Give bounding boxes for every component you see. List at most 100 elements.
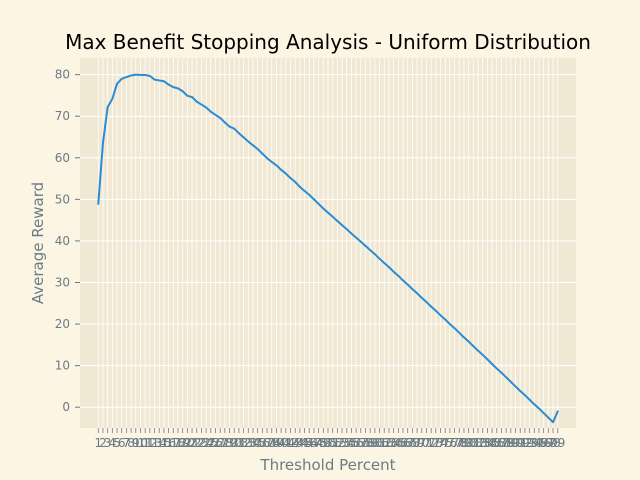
chart-title: Max Benefit Stopping Analysis - Uniform … [65, 30, 591, 54]
x-tick-label: 64 [386, 436, 401, 450]
x-tick-label: 28 [217, 436, 232, 450]
x-tick-label: 67 [400, 436, 415, 450]
x-tick-label: 47 [306, 436, 321, 450]
x-tick-label: 57 [353, 436, 368, 450]
y-tick-label: 30 [55, 275, 70, 289]
x-tick-label: 27 [213, 436, 228, 450]
x-tick-label: 11 [138, 436, 153, 450]
x-tick-label: 33 [241, 436, 256, 450]
x-tick-label: 93 [522, 436, 537, 450]
x-tick-label: 82 [470, 436, 485, 450]
x-tick-label: 25 [203, 436, 218, 450]
x-tick-label: 96 [536, 436, 551, 450]
x-tick-label: 34 [245, 436, 260, 450]
x-tick-label: 42 [283, 436, 298, 450]
x-tick-label: 83 [475, 436, 490, 450]
x-tick-label: 68 [405, 436, 420, 450]
y-tick-label: 60 [55, 151, 70, 165]
x-tick-label: 16 [161, 436, 176, 450]
x-tick-label: 8 [127, 436, 135, 450]
y-tick-label: 50 [55, 192, 70, 206]
x-tick-label: 17 [166, 436, 181, 450]
x-tick-label: 37 [259, 436, 274, 450]
x-tick-label: 60 [367, 436, 382, 450]
x-tick-label: 89 [503, 436, 518, 450]
y-tick-label: 80 [55, 68, 70, 82]
x-tick-label: 65 [391, 436, 406, 450]
x-tick-label: 22 [189, 436, 204, 450]
x-tick-label: 70 [414, 436, 429, 450]
x-axis-ticks: 1234567891011121314151617181920212223242… [94, 428, 565, 450]
y-tick-label: 20 [55, 317, 70, 331]
x-tick-label: 91 [513, 436, 528, 450]
x-tick-label: 19 [175, 436, 190, 450]
x-tick-label: 12 [142, 436, 157, 450]
y-axis-label: Average Reward [29, 182, 47, 304]
x-tick-label: 39 [269, 436, 284, 450]
x-tick-label: 15 [156, 436, 171, 450]
x-tick-label: 95 [531, 436, 546, 450]
x-tick-label: 41 [278, 436, 293, 450]
x-tick-label: 74 [433, 436, 448, 450]
x-tick-label: 79 [456, 436, 471, 450]
x-tick-label: 10 [133, 436, 148, 450]
x-tick-label: 73 [428, 436, 443, 450]
series-layer [97, 73, 559, 424]
x-tick-label: 38 [264, 436, 279, 450]
x-tick-label: 9 [132, 436, 140, 450]
x-tick-label: 54 [339, 436, 354, 450]
x-tick-label: 98 [545, 436, 560, 450]
x-tick-label: 36 [255, 436, 270, 450]
y-tick-label: 10 [55, 359, 70, 373]
x-tick-label: 1 [94, 436, 102, 450]
x-tick-label: 48 [311, 436, 326, 450]
x-tick-label: 76 [442, 436, 457, 450]
x-tick-label: 21 [184, 436, 199, 450]
x-tick-label: 59 [363, 436, 378, 450]
x-tick-label: 55 [344, 436, 359, 450]
x-tick-label: 2 [99, 436, 107, 450]
x-tick-label: 44 [292, 436, 307, 450]
x-tick-label: 24 [198, 436, 213, 450]
x-tick-label: 62 [377, 436, 392, 450]
x-tick-label: 56 [348, 436, 363, 450]
x-tick-label: 7 [123, 436, 131, 450]
x-tick-label: 14 [152, 436, 167, 450]
x-tick-label: 58 [358, 436, 373, 450]
x-tick-label: 85 [484, 436, 499, 450]
x-tick-label: 23 [194, 436, 209, 450]
x-gridlines [97, 58, 559, 428]
x-tick-label: 45 [297, 436, 312, 450]
x-tick-label: 88 [499, 436, 514, 450]
x-tick-label: 32 [236, 436, 251, 450]
x-axis-label: Threshold Percent [259, 456, 395, 474]
x-tick-label: 53 [334, 436, 349, 450]
x-tick-label: 66 [395, 436, 410, 450]
x-tick-label: 40 [273, 436, 288, 450]
x-tick-label: 20 [180, 436, 195, 450]
x-tick-label: 81 [466, 436, 481, 450]
x-tick-label: 50 [320, 436, 335, 450]
x-tick-label: 90 [508, 436, 523, 450]
x-tick-label: 84 [480, 436, 495, 450]
x-tick-label: 31 [231, 436, 246, 450]
x-tick-label: 69 [409, 436, 424, 450]
x-tick-label: 18 [170, 436, 185, 450]
y-tick-label: 0 [62, 400, 70, 414]
x-tick-label: 92 [517, 436, 532, 450]
x-tick-label: 61 [372, 436, 387, 450]
x-tick-label: 94 [527, 436, 542, 450]
x-tick-label: 43 [288, 436, 303, 450]
x-tick-label: 29 [222, 436, 237, 450]
y-tick-label: 40 [55, 234, 70, 248]
x-tick-label: 3 [104, 436, 112, 450]
x-tick-label: 26 [208, 436, 223, 450]
x-tick-label: 51 [325, 436, 340, 450]
x-tick-label: 30 [227, 436, 242, 450]
x-tick-label: 72 [423, 436, 438, 450]
x-tick-label: 71 [419, 436, 434, 450]
x-tick-label: 63 [381, 436, 396, 450]
y-tick-label: 70 [55, 109, 70, 123]
x-tick-label: 35 [250, 436, 265, 450]
